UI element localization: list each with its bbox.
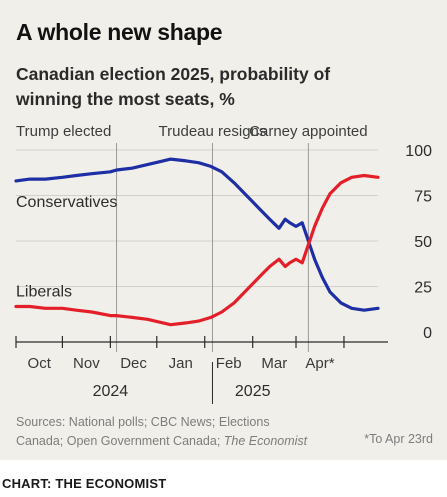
x-tick-label: Jan xyxy=(169,355,193,372)
chart-credit: CHART: THE ECONOMIST xyxy=(2,476,167,491)
subtitle-line-2: winning the most seats, % xyxy=(16,89,235,109)
chart-card: A whole new shape Canadian election 2025… xyxy=(0,0,447,460)
subtitle-line-1: Canadian election 2025, probability of xyxy=(16,64,331,84)
event-label: Trump elected xyxy=(16,123,111,140)
x-axis xyxy=(15,336,388,404)
date-footnote: *To Apr 23rd xyxy=(364,432,433,446)
x-tick-label: Feb xyxy=(216,355,242,372)
x-tick-label: Oct xyxy=(28,355,52,372)
series-label: Conservatives xyxy=(16,194,117,211)
series-label: Liberals xyxy=(16,284,72,301)
series-lines xyxy=(14,157,380,327)
y-tick-label: 75 xyxy=(414,189,432,206)
series-line xyxy=(14,157,380,312)
x-tick-label: Apr* xyxy=(305,355,334,372)
year-label: 2024 xyxy=(93,383,129,400)
sources-publication: The Economist xyxy=(223,434,308,448)
event-label: Trudeau resigns xyxy=(159,123,267,140)
gridlines xyxy=(16,149,378,287)
labels: 0 25 50 75 100 Oct Nov Dec Jan Feb Mar Apr* 2024 2025… xyxy=(16,143,432,400)
x-tick-label: Nov xyxy=(73,355,100,372)
y-tick-label: 0 xyxy=(423,325,432,342)
sources-note: Sources: National polls; CBC News; Elect… xyxy=(16,413,316,451)
y-tick-label: 100 xyxy=(405,143,432,160)
y-tick-label: 25 xyxy=(414,280,432,297)
x-tick-label: Mar xyxy=(261,355,287,372)
event-label: Carney appointed xyxy=(249,123,367,140)
series-line xyxy=(14,173,380,327)
sources-text: Sources: National polls; CBC News; Elect… xyxy=(16,415,270,448)
year-label: 2025 xyxy=(235,383,271,400)
y-tick-label: 50 xyxy=(414,234,432,251)
chart-title: A whole new shape xyxy=(16,19,223,45)
x-tick-label: Dec xyxy=(120,355,147,372)
chart-subtitle: Canadian election 2025, probability of w… xyxy=(16,62,436,112)
